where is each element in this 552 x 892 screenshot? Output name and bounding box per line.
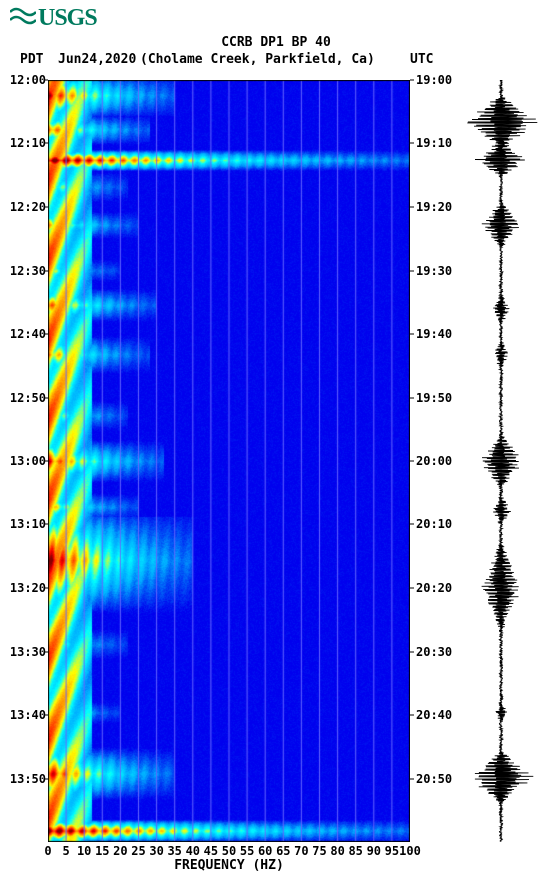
time-tick-label: 12:40: [10, 327, 46, 341]
tick-mark: [410, 778, 414, 779]
freq-tick-label: 55: [240, 844, 254, 858]
freq-tick-label: 95: [385, 844, 399, 858]
freq-tick-label: 100: [399, 844, 421, 858]
time-tick-label: 13:30: [10, 645, 46, 659]
freq-tick-label: 10: [77, 844, 91, 858]
waveform-trace: [460, 80, 542, 842]
right-time-axis: 19:0019:1019:2019:3019:4019:5020:0020:10…: [412, 80, 452, 842]
freq-tick-label: 20: [113, 844, 127, 858]
tick-mark: [44, 143, 48, 144]
freq-tick-label: 80: [330, 844, 344, 858]
tick-mark: [44, 270, 48, 271]
time-tick-label: 12:00: [10, 73, 46, 87]
time-tick-label: 20:30: [416, 645, 452, 659]
tick-mark: [44, 778, 48, 779]
spectrogram-chart: [48, 80, 410, 842]
time-tick-label: 13:10: [10, 517, 46, 531]
time-tick-label: 13:20: [10, 581, 46, 595]
tick-mark: [44, 80, 48, 81]
tick-mark: [44, 397, 48, 398]
time-tick-label: 12:20: [10, 200, 46, 214]
tick-mark: [410, 651, 414, 652]
freq-tick-label: 65: [276, 844, 290, 858]
freq-tick-label: 5: [62, 844, 69, 858]
usgs-logo: USGS: [10, 5, 97, 33]
freq-tick-label: 30: [149, 844, 163, 858]
time-tick-label: 19:40: [416, 327, 452, 341]
tick-mark: [44, 714, 48, 715]
time-tick-label: 20:40: [416, 708, 452, 722]
freq-tick-label: 75: [312, 844, 326, 858]
time-tick-label: 20:20: [416, 581, 452, 595]
time-tick-label: 19:30: [416, 264, 452, 278]
tick-mark: [410, 333, 414, 334]
time-tick-label: 19:00: [416, 73, 452, 87]
time-tick-label: 19:50: [416, 391, 452, 405]
time-tick-label: 20:50: [416, 772, 452, 786]
freq-tick-label: 25: [131, 844, 145, 858]
tick-mark: [410, 524, 414, 525]
usgs-text: USGS: [38, 5, 97, 31]
tick-mark: [44, 588, 48, 589]
time-tick-label: 19:10: [416, 136, 452, 150]
time-tick-label: 13:40: [10, 708, 46, 722]
tick-mark: [410, 588, 414, 589]
tick-mark: [44, 207, 48, 208]
time-tick-label: 20:10: [416, 517, 452, 531]
left-tz-label: PDT: [20, 52, 43, 67]
freq-tick-label: 70: [294, 844, 308, 858]
tick-mark: [410, 143, 414, 144]
tick-mark: [44, 651, 48, 652]
spectrogram-canvas: [48, 80, 410, 842]
time-tick-label: 12:50: [10, 391, 46, 405]
tick-mark: [44, 524, 48, 525]
freq-tick-label: 50: [222, 844, 236, 858]
time-tick-label: 12:10: [10, 136, 46, 150]
time-tick-label: 13:00: [10, 454, 46, 468]
chart-title: CCRB DP1 BP 40: [0, 35, 552, 50]
tick-mark: [410, 207, 414, 208]
freq-tick-label: 0: [44, 844, 51, 858]
right-tz-label: UTC: [410, 52, 433, 67]
time-tick-label: 20:00: [416, 454, 452, 468]
usgs-wave-icon: [10, 6, 36, 33]
freq-tick-label: 85: [348, 844, 362, 858]
freq-tick-label: 90: [367, 844, 381, 858]
tick-mark: [410, 397, 414, 398]
date-label: Jun24,2020: [58, 52, 136, 67]
freq-tick-label: 60: [258, 844, 272, 858]
freq-tick-label: 45: [204, 844, 218, 858]
x-axis-label: FREQUENCY (HZ): [48, 858, 410, 873]
time-tick-label: 13:50: [10, 772, 46, 786]
tick-mark: [410, 80, 414, 81]
tick-mark: [44, 461, 48, 462]
freq-tick-label: 40: [186, 844, 200, 858]
location-label: (Cholame Creek, Parkfield, Ca): [140, 52, 375, 67]
left-time-axis: 12:0012:1012:2012:3012:4012:5013:0013:10…: [8, 80, 48, 842]
waveform-path: [467, 80, 537, 842]
freq-tick-label: 15: [95, 844, 109, 858]
tick-mark: [44, 333, 48, 334]
tick-mark: [410, 270, 414, 271]
tick-mark: [410, 714, 414, 715]
time-tick-label: 19:20: [416, 200, 452, 214]
freq-tick-label: 35: [167, 844, 181, 858]
time-tick-label: 12:30: [10, 264, 46, 278]
tick-mark: [410, 461, 414, 462]
